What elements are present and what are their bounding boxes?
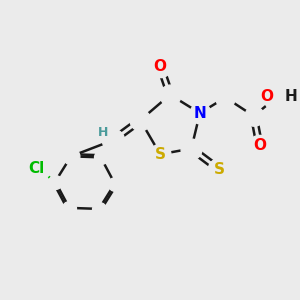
- Text: N: N: [194, 106, 206, 121]
- Text: H: H: [285, 88, 298, 104]
- Text: O: O: [154, 59, 167, 74]
- Text: S: S: [214, 162, 225, 177]
- Text: H: H: [98, 127, 109, 140]
- Text: S: S: [155, 147, 166, 162]
- Text: Cl: Cl: [28, 160, 44, 175]
- Text: O: O: [253, 138, 266, 153]
- Text: O: O: [260, 88, 273, 104]
